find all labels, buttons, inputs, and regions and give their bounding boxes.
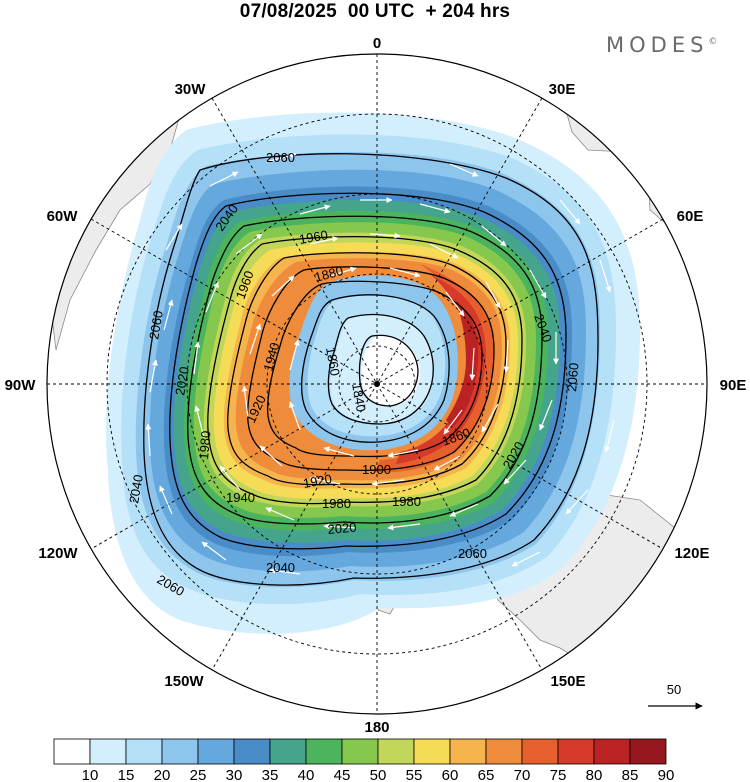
- colorbar-swatch: [521, 738, 559, 765]
- contour-label: 2020: [172, 365, 192, 396]
- contour-label: 1980: [196, 430, 213, 460]
- contour-label: 1940: [226, 490, 255, 505]
- wind-vectors: [145, 152, 615, 575]
- colorbar-label: 55: [406, 767, 423, 782]
- lon-label-150w: 150W: [164, 673, 204, 690]
- lon-label-180: 180: [364, 719, 389, 736]
- colorbar-label: 75: [550, 767, 567, 782]
- colorbar-label: 70: [514, 767, 531, 782]
- lon-label-60w: 60W: [47, 208, 79, 225]
- south-pole-marker: [374, 381, 380, 387]
- lon-label-30w: 30W: [175, 81, 207, 98]
- colorbar-label: 20: [154, 767, 171, 782]
- colorbar-swatch: [125, 738, 163, 765]
- colorbar-swatch: [197, 738, 235, 765]
- contour-label: 1920: [302, 471, 333, 491]
- contour-label: 1860: [323, 346, 343, 377]
- map-boundary: [46, 53, 708, 715]
- colorbar-label: 85: [622, 767, 639, 782]
- colorbar-swatch: [557, 738, 595, 765]
- colorbar-label: 15: [118, 767, 135, 782]
- colorbar-swatch: [593, 738, 631, 765]
- longitude-labels: 0 30E 60E 90E 120E 150E 180 150W 120W 90…: [5, 35, 747, 736]
- contour-label: 1980: [392, 494, 421, 509]
- colorbar-swatch: [233, 738, 271, 765]
- contour-label: 2060: [146, 309, 166, 340]
- colorbar-label: 40: [298, 767, 315, 782]
- brand-logo: MODES©: [606, 33, 718, 57]
- colorbar-swatch: [269, 738, 307, 765]
- contour-label: 1900: [362, 462, 391, 477]
- colorbar-swatch: [413, 738, 451, 765]
- colorbar-label: 60: [442, 767, 459, 782]
- contour-label: 1880: [313, 263, 345, 285]
- contour-label: 2060: [564, 362, 581, 392]
- wind-speed-shading: [105, 112, 641, 634]
- colorbar-swatch: [629, 738, 667, 765]
- colorbar: 10 15 20 25 30 35 40 45 50 55 60 65 70 75 80 85 90: [53, 738, 675, 782]
- colorbar-label: 45: [334, 767, 351, 782]
- map-title: 07/08/2025 00 UTC + 204 hrs: [239, 1, 511, 22]
- colorbar-label: 50: [370, 767, 387, 782]
- colorbar-swatch: [377, 738, 415, 765]
- contour-label: 1840: [349, 382, 369, 413]
- contour-label: 2060: [458, 546, 487, 561]
- colorbar-label: 35: [262, 767, 279, 782]
- colorbar-label: 65: [478, 767, 495, 782]
- contour-label: 2020: [327, 520, 357, 537]
- lon-label-30e: 30E: [549, 81, 576, 98]
- reference-vector-label: 50: [667, 682, 681, 697]
- colorbar-label: 90: [658, 767, 675, 782]
- colorbar-swatch: [305, 738, 343, 765]
- lon-label-90w: 90W: [5, 377, 37, 394]
- colorbar-label: 10: [82, 767, 99, 782]
- colorbar-swatch: [341, 738, 379, 765]
- colorbar-label: 30: [226, 767, 243, 782]
- colorbar-label: 80: [586, 767, 603, 782]
- lon-label-60e: 60E: [677, 208, 704, 225]
- lon-label-120e: 120E: [674, 545, 709, 562]
- colorbar-swatch: [53, 738, 91, 765]
- contour-label: 2060: [266, 150, 295, 165]
- lon-label-0: 0: [373, 35, 381, 52]
- contour-label: 2040: [126, 473, 146, 504]
- colorbar-label: 25: [190, 767, 207, 782]
- colorbar-swatch: [485, 738, 523, 765]
- reference-vector: 50: [648, 682, 703, 710]
- lon-label-150e: 150E: [550, 673, 585, 690]
- colorbar-swatch: [161, 738, 199, 765]
- colorbar-swatch: [89, 738, 127, 765]
- contour-label: 1980: [322, 496, 351, 511]
- polar-map: 2060 2040 2060 2040 1960 1980 1960 1880 …: [5, 35, 747, 736]
- lon-label-90e: 90E: [720, 377, 747, 394]
- contour-label: 1940: [260, 341, 282, 373]
- geopotential-contours: [143, 153, 599, 586]
- lon-label-120w: 120W: [38, 545, 78, 562]
- contour-label: 1960: [298, 227, 329, 247]
- contour-label: 2040: [266, 560, 295, 575]
- colorbar-swatch: [449, 738, 487, 765]
